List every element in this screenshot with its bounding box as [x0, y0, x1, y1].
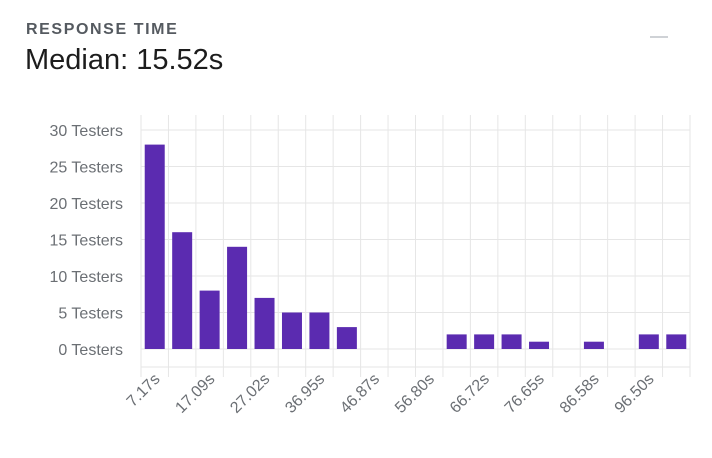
- histogram-bar: [254, 297, 275, 349]
- histogram-bar: [666, 334, 687, 349]
- y-tick-label: 20 Testers: [49, 196, 123, 213]
- histogram-bar: [336, 327, 357, 349]
- y-tick-label: 10 Testers: [49, 269, 123, 286]
- x-tick-label: 56.80s: [392, 371, 438, 417]
- histogram-bar: [638, 334, 659, 349]
- minimize-button[interactable]: [648, 30, 670, 42]
- x-tick-label: 96.50s: [612, 371, 658, 417]
- histogram-bar: [529, 341, 550, 349]
- y-tick-labels: 0 Testers 5 Testers 10 Testers 15 Testers 20…: [49, 123, 123, 359]
- histogram-bar: [474, 334, 495, 349]
- x-tick-label: 76.65s: [502, 371, 548, 417]
- y-tick-label: 0 Testers: [58, 342, 123, 359]
- y-tick-label: 5 Testers: [58, 306, 123, 323]
- card-title: RESPONSE TIME: [26, 21, 179, 38]
- x-tick-label: 17.09s: [172, 371, 218, 417]
- bar-layer: [144, 144, 687, 349]
- histogram-bar: [172, 232, 193, 349]
- histogram-bar: [309, 312, 330, 349]
- x-tick-label: 66.72s: [447, 371, 493, 417]
- x-tick-labels: 7.17s 17.09s 27.02s 36.95s 46.87s 56.80s 66.72…: [124, 371, 658, 417]
- y-tick-label: 25 Testers: [49, 160, 123, 177]
- histogram-bar: [227, 246, 248, 349]
- x-tick-label: 27.02s: [227, 371, 273, 417]
- grid-layer: [140, 115, 691, 377]
- y-tick-label: 30 Testers: [49, 123, 123, 140]
- x-tick-label: 7.17s: [124, 371, 164, 411]
- histogram-bar: [583, 341, 604, 349]
- histogram-bar: [281, 312, 302, 349]
- histogram-bar: [199, 290, 220, 349]
- minus-icon: [650, 36, 668, 38]
- histogram-bar: [144, 144, 165, 349]
- y-tick-label: 15 Testers: [49, 233, 123, 250]
- x-tick-label: 46.87s: [337, 371, 383, 417]
- x-tick-label: 86.58s: [557, 371, 603, 417]
- histogram-bar: [446, 334, 467, 349]
- x-tick-label: 36.95s: [282, 371, 328, 417]
- median-value: Median: 15.52s: [25, 44, 224, 76]
- histogram-bar: [501, 334, 522, 349]
